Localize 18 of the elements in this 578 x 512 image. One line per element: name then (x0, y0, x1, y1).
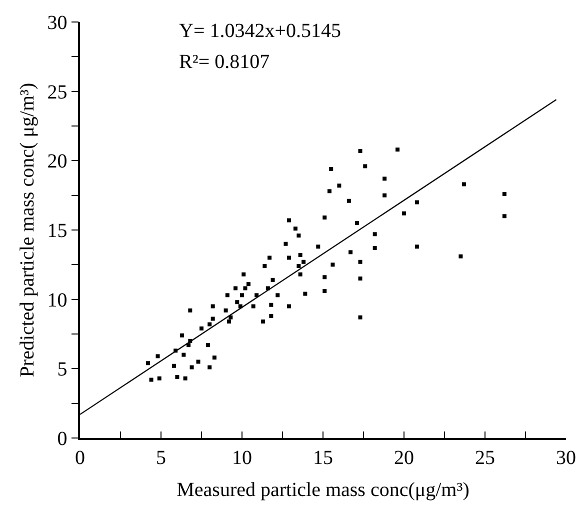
y-tick-label: 0 (57, 428, 68, 450)
y-axis-title: Predicted particle mass conc( μg/m³) (16, 82, 38, 378)
x-tick-label: 0 (75, 446, 85, 469)
y-tick-label: 10 (47, 289, 68, 312)
y-tick-label: 20 (47, 150, 68, 173)
annotation: Y= 1.0342x+0.5145 (179, 20, 342, 42)
x-tick-label: 5 (156, 446, 166, 469)
x-tick-label: 20 (394, 446, 414, 469)
x-tick-label: 10 (232, 446, 252, 469)
annotation: R²= 0.8107 (179, 51, 270, 73)
x-axis-title: Measured particle mass conc(μg/m³) (176, 478, 470, 501)
y-tick-label: 5 (57, 358, 68, 381)
x-tick-label: 15 (313, 446, 333, 469)
y-tick-label: 25 (47, 81, 68, 104)
y-tick-label: 30 (47, 12, 68, 34)
x-tick-label: 30 (556, 446, 576, 469)
x-tick-label: 25 (475, 446, 495, 469)
y-tick-label: 15 (47, 220, 68, 242)
